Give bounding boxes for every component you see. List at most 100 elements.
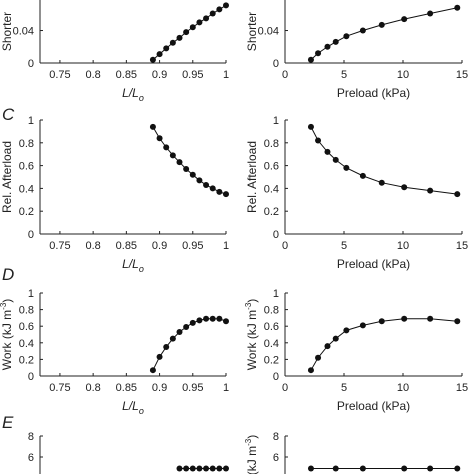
data-point [454,191,461,198]
data-point [176,34,183,41]
data-point [324,343,331,350]
data-point [307,123,314,130]
y-axis-label-main: Shorter [245,12,259,51]
x-axis-label-subscript: o [139,264,144,274]
data-point [183,166,190,173]
x-axis-label: Preload (kPa) [337,86,410,100]
data-point [176,329,183,336]
y-tick-label: 0.4 [264,338,279,350]
data-point [176,159,183,166]
data-point [324,148,331,155]
data-point [223,2,229,9]
data-point [454,4,461,11]
data-point [189,171,196,178]
x-tick-label: 5 [341,240,347,252]
data-point [401,184,408,191]
y-tick-label: 0 [28,58,34,70]
x-tick-label: 5 [341,382,347,394]
y-tick-label: 0 [273,371,279,383]
y-tick-label: 6 [28,452,34,464]
y-axis-label-main: (kJ m [245,446,259,474]
data-point [223,465,229,472]
y-tick-label: 0.4 [19,183,34,195]
data-point [324,43,331,50]
data-point [307,56,314,63]
data-point [378,318,385,325]
data-point [209,185,216,192]
y-tick-label: 0.04 [13,26,34,38]
y-axis-label: Rel. Afterload [0,141,14,213]
y-tick-label: 0.2 [264,206,279,218]
y-tick-label: 0.6 [19,161,34,173]
y-tick-label: 0 [273,229,279,241]
x-tick-label: 15 [456,382,468,394]
y-tick-label: 8 [273,431,279,443]
panel-b2: 0 5 10 15 0 0.04 Preload (kPa) Shorter [245,0,468,100]
x-tick-label: 0.75 [49,69,70,81]
y-axis-label-tail: ) [0,299,14,303]
y-axis-label-superscript: -3 [244,302,253,310]
y-tick-label: 0.6 [264,321,279,333]
x-tick-label: 0.85 [116,69,137,81]
data-point [169,39,176,46]
data-point [189,465,196,472]
y-axis-label: Work (kJ m-3) [244,299,259,371]
x-tick-label: 15 [456,69,468,81]
y-axis-label-tail: ) [245,435,259,439]
data-point [454,318,461,325]
y-axis-label-tail: ) [245,299,259,303]
y-tick-label: 0.04 [258,26,279,38]
x-tick-label: 0.9 [152,240,167,252]
data-point [163,144,170,151]
y-tick-label: 1 [28,115,34,127]
x-tick-label: 0.95 [182,382,203,394]
data-point [189,319,196,326]
y-tick-label: 0 [273,58,279,70]
data-point [203,315,210,322]
x-tick-label: 0 [282,69,288,81]
data-point [223,318,229,325]
data-point [378,179,385,186]
x-tick-label: 1 [223,382,229,394]
panel-letter: E [2,413,14,432]
data-point [343,33,350,40]
x-tick-label: 0.85 [116,382,137,394]
data-point [169,152,176,159]
panel-e2: 6 8 (kJ m-3) [244,431,461,474]
data-point [454,465,461,472]
x-axis-label-main: L/L [122,257,139,271]
data-point [216,465,223,472]
x-tick-label: 0.9 [152,382,167,394]
y-tick-label: 0.8 [19,305,34,317]
data-point [307,367,314,374]
y-axis-label: Shorter [245,12,259,51]
y-axis-label-main: Work (kJ m [245,310,259,370]
data-point [156,353,163,360]
data-point [216,188,223,195]
panel-c1: 0.75 0.8 0.85 0.9 0.95 1 0 0.2 0.4 0.6 0.8 1 L/Lo Rel… [0,105,229,274]
data-point [401,315,408,322]
data-point [332,335,339,342]
data-point [427,187,434,194]
x-axis-label-subscript: o [139,406,144,416]
x-tick-label: 0.9 [152,69,167,81]
x-tick-label: 0.75 [49,382,70,394]
y-axis-label: (kJ m-3) [244,435,259,474]
data-point [209,10,216,17]
x-tick-label: 1 [223,240,229,252]
x-axis-label: L/Lo [122,399,144,416]
x-axis-label: L/Lo [122,257,144,274]
y-tick-label: 1 [28,288,34,300]
y-axis-label: Work (kJ m-3) [0,299,14,371]
data-point [196,465,203,472]
y-axis-label-main: Rel. Afterload [0,141,14,213]
data-point [183,29,190,36]
y-tick-label: 0.8 [264,138,279,150]
data-point [332,156,339,163]
data-point [401,16,408,23]
data-point [216,6,223,13]
x-axis-label: Preload (kPa) [337,399,410,413]
data-point [203,181,210,188]
x-tick-label: 10 [397,69,409,81]
y-tick-label: 0 [28,229,34,241]
